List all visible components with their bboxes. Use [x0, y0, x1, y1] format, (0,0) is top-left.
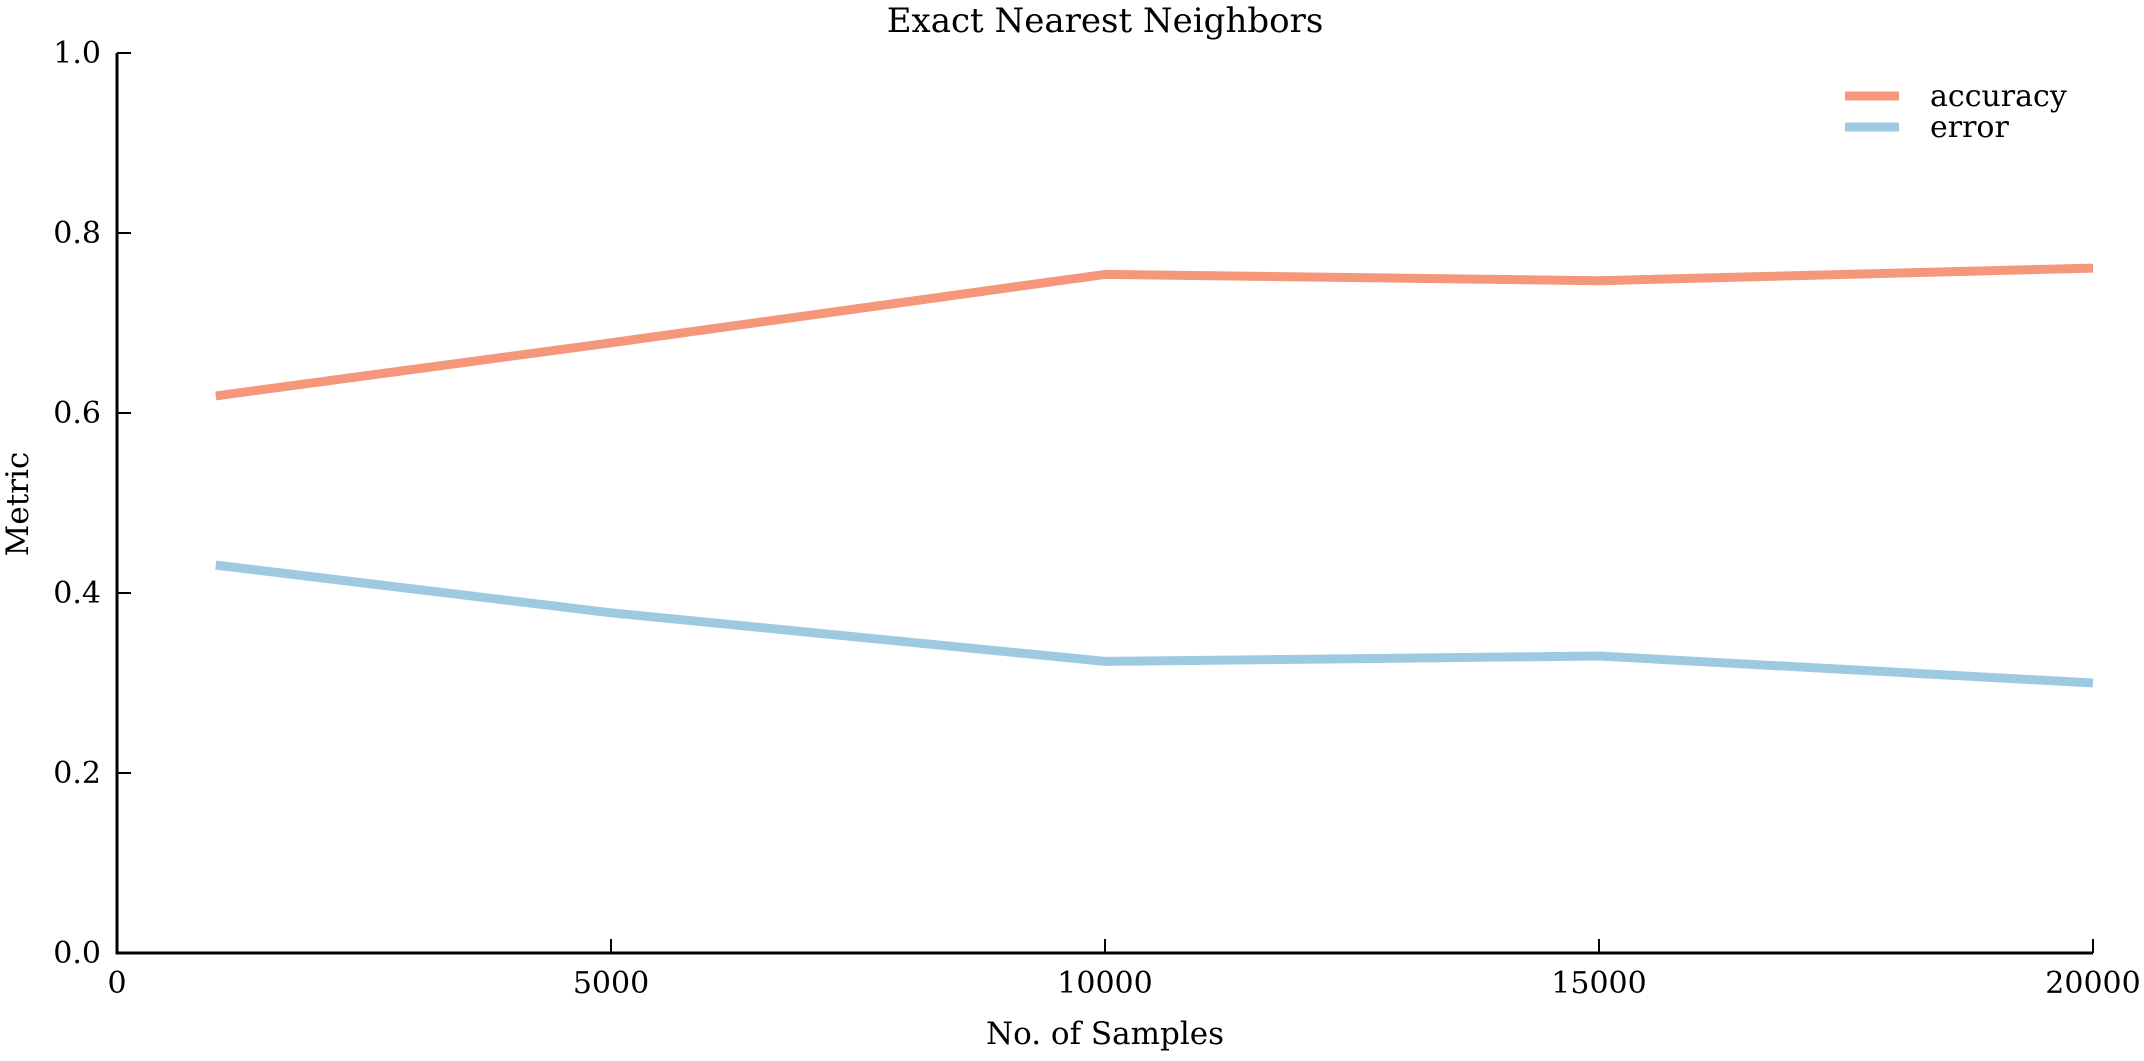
axes: 0.0 0.2 0.4 0.6 0.8 1.0 0 5000 10000 15000 20000: [53, 36, 2140, 1001]
y-tick-label: 0.6: [53, 396, 101, 431]
x-tick-label: 15000: [1551, 966, 1646, 1001]
legend-label-accuracy: accuracy: [1930, 79, 2067, 114]
x-tick-label: 0: [107, 966, 126, 1001]
series-line-error: [216, 565, 2093, 683]
y-tick-label: 0.8: [53, 216, 101, 251]
legend-label-error: error: [1930, 110, 2009, 145]
x-axis-title: No. of Samples: [986, 1016, 1224, 1052]
y-tick-label: 1.0: [53, 36, 101, 71]
x-tick-label: 20000: [2045, 966, 2140, 1001]
series-lines: [216, 268, 2093, 683]
chart-title: Exact Nearest Neighbors: [887, 1, 1324, 41]
series-line-accuracy: [216, 268, 2093, 396]
y-tick-label: 0.0: [53, 936, 101, 971]
y-axis-title: Metric: [0, 452, 36, 557]
y-tick-label: 0.4: [53, 576, 101, 611]
x-tick-label: 10000: [1057, 966, 1152, 1001]
y-tick-label: 0.2: [53, 756, 101, 791]
x-tick-label: 5000: [573, 966, 649, 1001]
